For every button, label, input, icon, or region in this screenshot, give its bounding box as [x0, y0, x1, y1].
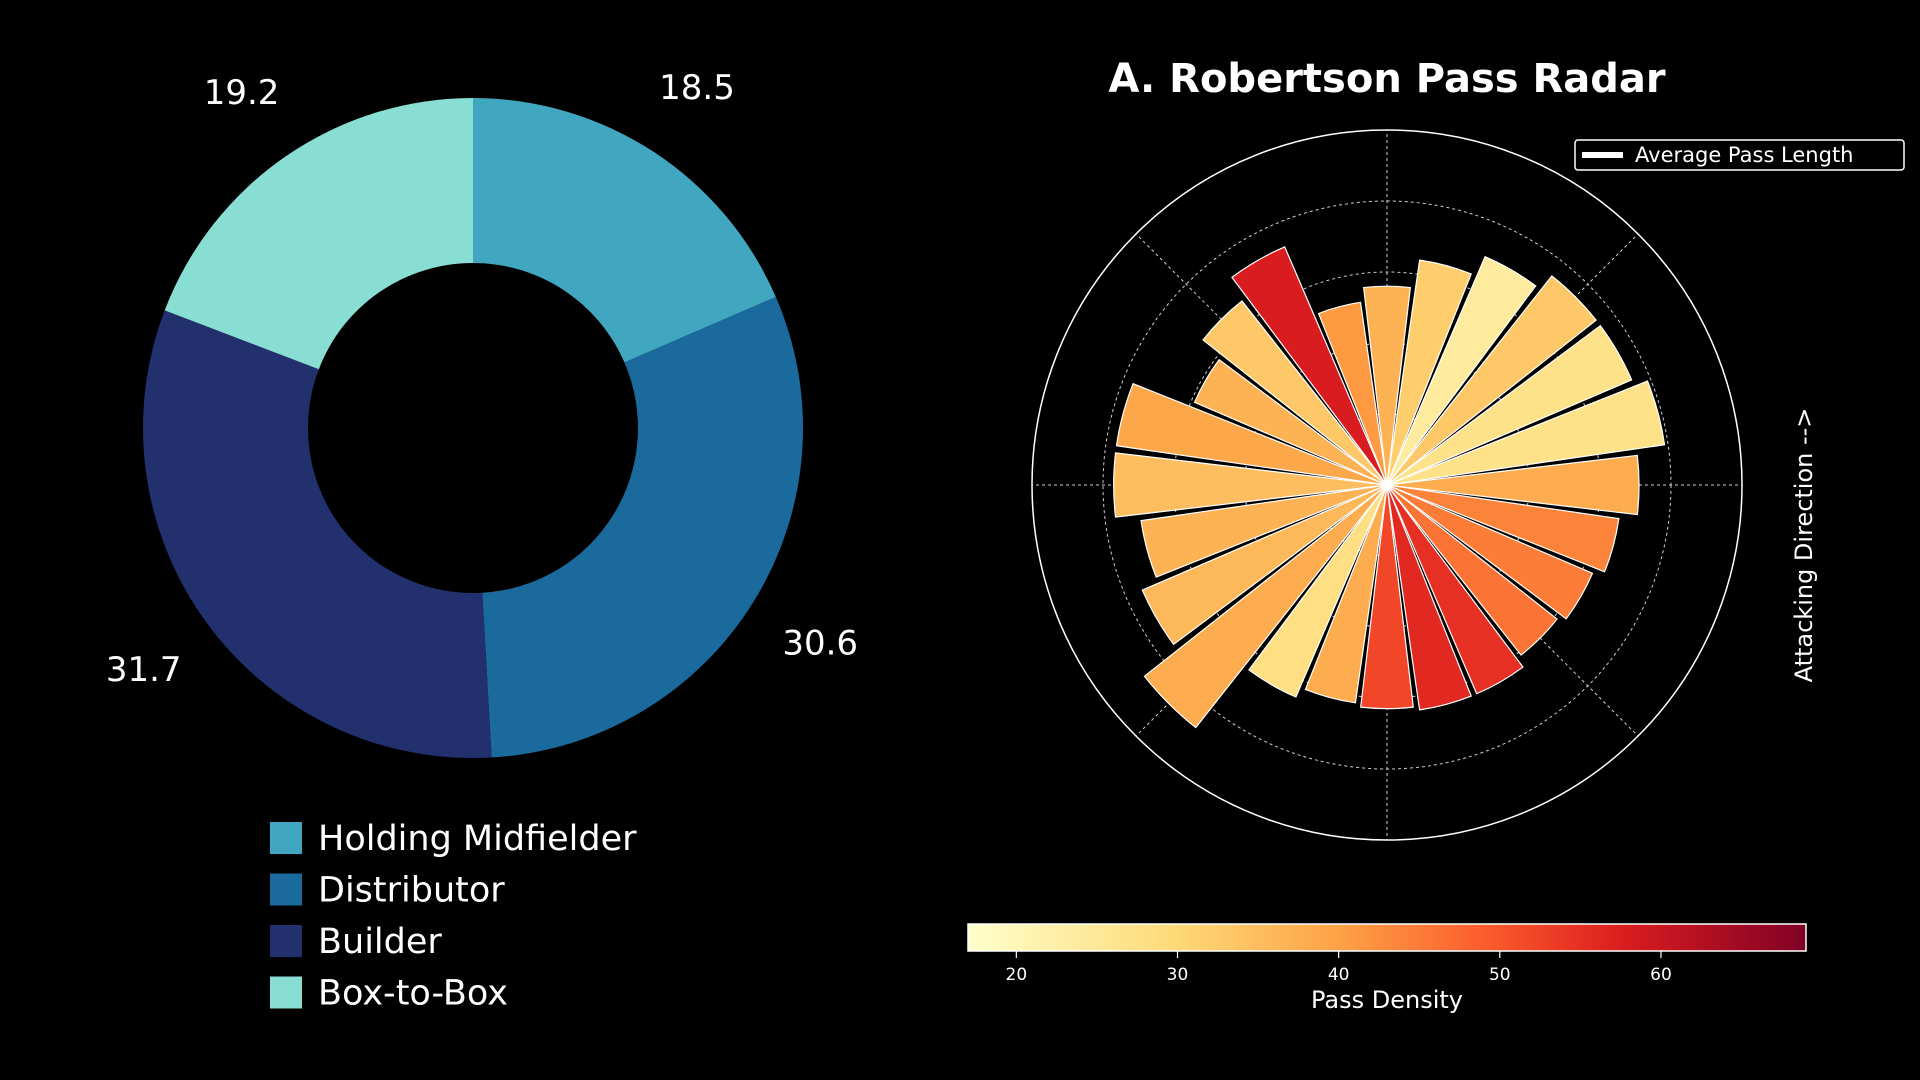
legend-swatch: [270, 873, 302, 906]
radar-legend-box: [1574, 139, 1905, 171]
colorbar-tick-label: 60: [1650, 965, 1672, 985]
polar-bar: [1362, 285, 1412, 486]
polar-bar: [1304, 484, 1388, 704]
polar-bar: [1386, 380, 1666, 486]
radar-legend-label: Average Pass Length: [1635, 143, 1854, 167]
polar-bar: [1386, 484, 1524, 695]
polar-bar: [1386, 255, 1537, 486]
legend-label: Box-to-Box: [318, 974, 508, 1014]
colorbar: 20 30 40 50 60 Pass Density: [967, 923, 1807, 1014]
donut-slice: [142, 310, 492, 758]
polar-bar: [1317, 301, 1388, 486]
donut-chart: [142, 98, 803, 758]
polar-bar: [1386, 484, 1594, 620]
donut-slice: [164, 98, 473, 370]
angular-gridline: [1135, 233, 1388, 486]
colorbar-gradient: [967, 923, 1807, 952]
polar-bar: [1386, 324, 1633, 486]
polar-bar: [1386, 259, 1472, 486]
polar-bars: [1113, 246, 1666, 729]
legend-label: Holding Midfielder: [318, 819, 637, 859]
angular-gridline: [1386, 233, 1639, 486]
colorbar-tick-label: 50: [1489, 965, 1511, 985]
colorbar-tick-label: 40: [1328, 965, 1350, 985]
donut-value-label: 19.2: [204, 73, 280, 113]
legend-swatch: [270, 925, 302, 957]
polar-bar: [1202, 300, 1388, 486]
donut-value-label: 31.7: [106, 650, 182, 690]
attacking-direction-label: Attacking Direction -->: [1790, 408, 1818, 683]
colorbar-ticks: 20 30 40 50 60: [1006, 951, 1672, 985]
colorbar-tick-label: 30: [1167, 965, 1189, 985]
polar-bar: [1231, 246, 1388, 486]
radar-legend: Average Pass Length: [1574, 139, 1905, 171]
polar-bar: [1386, 484, 1472, 711]
polar-frame: [1031, 129, 1743, 841]
angular-gridline: [1386, 484, 1639, 737]
donut-legend: Holding Midfielder Distributor Builder Box-…: [270, 819, 637, 1014]
polar-bar: [1140, 484, 1388, 578]
legend-label: Distributor: [318, 871, 505, 911]
polar-bar: [1115, 382, 1388, 486]
legend-swatch: [270, 976, 302, 1009]
polar-bar: [1143, 484, 1388, 729]
radar-title: A. Robertson Pass Radar: [1108, 56, 1666, 102]
polar-bar: [1113, 452, 1388, 518]
polar-bar: [1141, 484, 1388, 646]
donut-value-labels: 18.5 30.6 31.7 19.2: [106, 68, 858, 690]
polar-bar: [1193, 358, 1388, 486]
colorbar-tick-label: 20: [1006, 965, 1028, 985]
polar-bar: [1360, 484, 1414, 710]
donut-value-label: 30.6: [782, 623, 858, 663]
polar-bar: [1386, 484, 1620, 573]
colorbar-label: Pass Density: [1311, 986, 1463, 1014]
polar-bar: [1248, 484, 1388, 698]
donut-slice: [473, 98, 776, 363]
legend-label: Builder: [318, 922, 442, 962]
polar-bar: [1386, 484, 1558, 656]
polar-bar: [1386, 275, 1597, 486]
polar-center: [1383, 481, 1391, 489]
donut-slice: [482, 296, 803, 758]
legend-swatch: [270, 822, 302, 854]
donut-value-label: 18.5: [659, 68, 735, 108]
polar-outer-ring: [1031, 129, 1743, 841]
polar-bar: [1386, 454, 1640, 516]
